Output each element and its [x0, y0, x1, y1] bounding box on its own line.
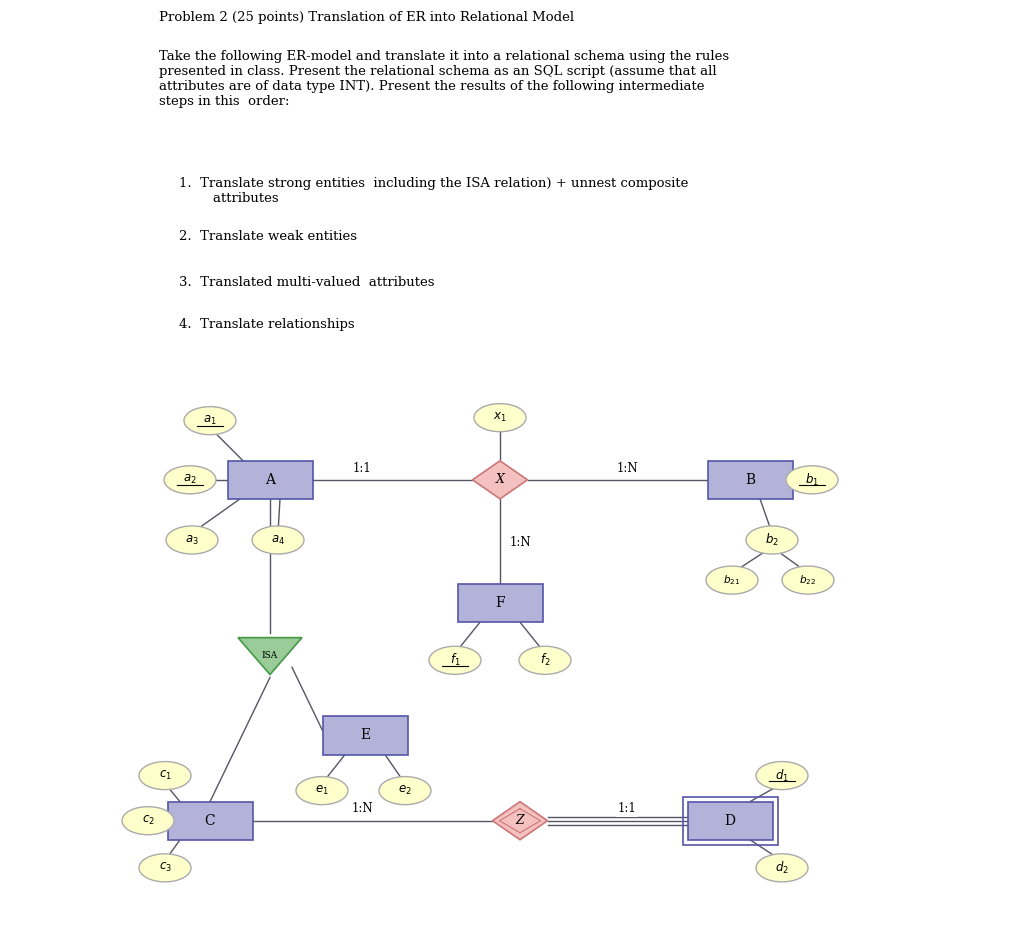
- Ellipse shape: [164, 466, 216, 493]
- Text: $b_1$: $b_1$: [805, 472, 819, 488]
- FancyBboxPatch shape: [687, 802, 772, 840]
- Text: F: F: [496, 596, 505, 610]
- Text: 1:1: 1:1: [617, 803, 636, 816]
- Text: $e_1$: $e_1$: [315, 784, 329, 797]
- Text: ISA: ISA: [262, 651, 279, 660]
- Text: $b_{21}$: $b_{21}$: [723, 573, 740, 587]
- FancyBboxPatch shape: [708, 461, 793, 499]
- Ellipse shape: [429, 646, 481, 674]
- Text: $a_2$: $a_2$: [183, 473, 197, 486]
- Ellipse shape: [184, 407, 236, 435]
- Ellipse shape: [379, 776, 431, 804]
- Text: $a_3$: $a_3$: [185, 533, 199, 546]
- Text: D: D: [725, 814, 735, 828]
- Polygon shape: [238, 638, 302, 675]
- Text: 2.  Translate weak entities: 2. Translate weak entities: [179, 230, 357, 243]
- Ellipse shape: [166, 526, 218, 554]
- Ellipse shape: [746, 526, 798, 554]
- Ellipse shape: [782, 566, 834, 594]
- Polygon shape: [472, 461, 527, 499]
- Text: Take the following ER-model and translate it into a relational schema using the : Take the following ER-model and translat…: [159, 49, 729, 107]
- Text: $c_2$: $c_2$: [141, 815, 155, 828]
- FancyBboxPatch shape: [458, 584, 543, 622]
- FancyBboxPatch shape: [227, 461, 312, 499]
- Text: A: A: [265, 473, 275, 487]
- Ellipse shape: [756, 762, 808, 789]
- Ellipse shape: [519, 646, 571, 674]
- Text: 1:N: 1:N: [509, 536, 530, 549]
- Text: 1:N: 1:N: [616, 463, 638, 476]
- Text: Problem 2 (25 points) Translation of ER into Relational Model: Problem 2 (25 points) Translation of ER …: [159, 10, 573, 23]
- Ellipse shape: [252, 526, 304, 554]
- Text: $c_1$: $c_1$: [159, 769, 171, 782]
- Text: B: B: [744, 473, 755, 487]
- Text: $e_2$: $e_2$: [398, 784, 412, 797]
- FancyBboxPatch shape: [323, 717, 408, 754]
- Text: 1:1: 1:1: [352, 463, 372, 476]
- Polygon shape: [493, 802, 548, 840]
- Ellipse shape: [139, 762, 191, 789]
- Text: E: E: [360, 728, 370, 743]
- Text: 3.  Translated multi-valued  attributes: 3. Translated multi-valued attributes: [179, 276, 435, 289]
- Text: $f_2$: $f_2$: [540, 653, 550, 668]
- Ellipse shape: [122, 806, 174, 835]
- Text: $d_2$: $d_2$: [775, 860, 788, 876]
- Ellipse shape: [474, 404, 526, 432]
- Ellipse shape: [139, 854, 191, 882]
- FancyBboxPatch shape: [168, 802, 253, 840]
- Text: $x_1$: $x_1$: [494, 412, 507, 425]
- Ellipse shape: [786, 466, 838, 493]
- Text: X: X: [496, 473, 505, 486]
- Text: Z: Z: [516, 815, 524, 828]
- Text: $d_1$: $d_1$: [775, 767, 788, 784]
- Text: 4.  Translate relationships: 4. Translate relationships: [179, 318, 355, 331]
- Text: $a_4$: $a_4$: [271, 533, 285, 546]
- Text: $a_1$: $a_1$: [203, 414, 217, 427]
- Text: C: C: [205, 814, 215, 828]
- Ellipse shape: [756, 854, 808, 882]
- Ellipse shape: [296, 776, 348, 804]
- Text: $c_3$: $c_3$: [159, 861, 171, 874]
- Text: $b_2$: $b_2$: [765, 532, 779, 548]
- Text: 1.  Translate strong entities  including the ISA relation) + unnest composite
  : 1. Translate strong entities including t…: [179, 177, 688, 205]
- Text: $b_{22}$: $b_{22}$: [800, 573, 816, 587]
- Text: $f_1$: $f_1$: [450, 653, 461, 668]
- Text: 1:N: 1:N: [351, 803, 373, 816]
- Ellipse shape: [706, 566, 758, 594]
